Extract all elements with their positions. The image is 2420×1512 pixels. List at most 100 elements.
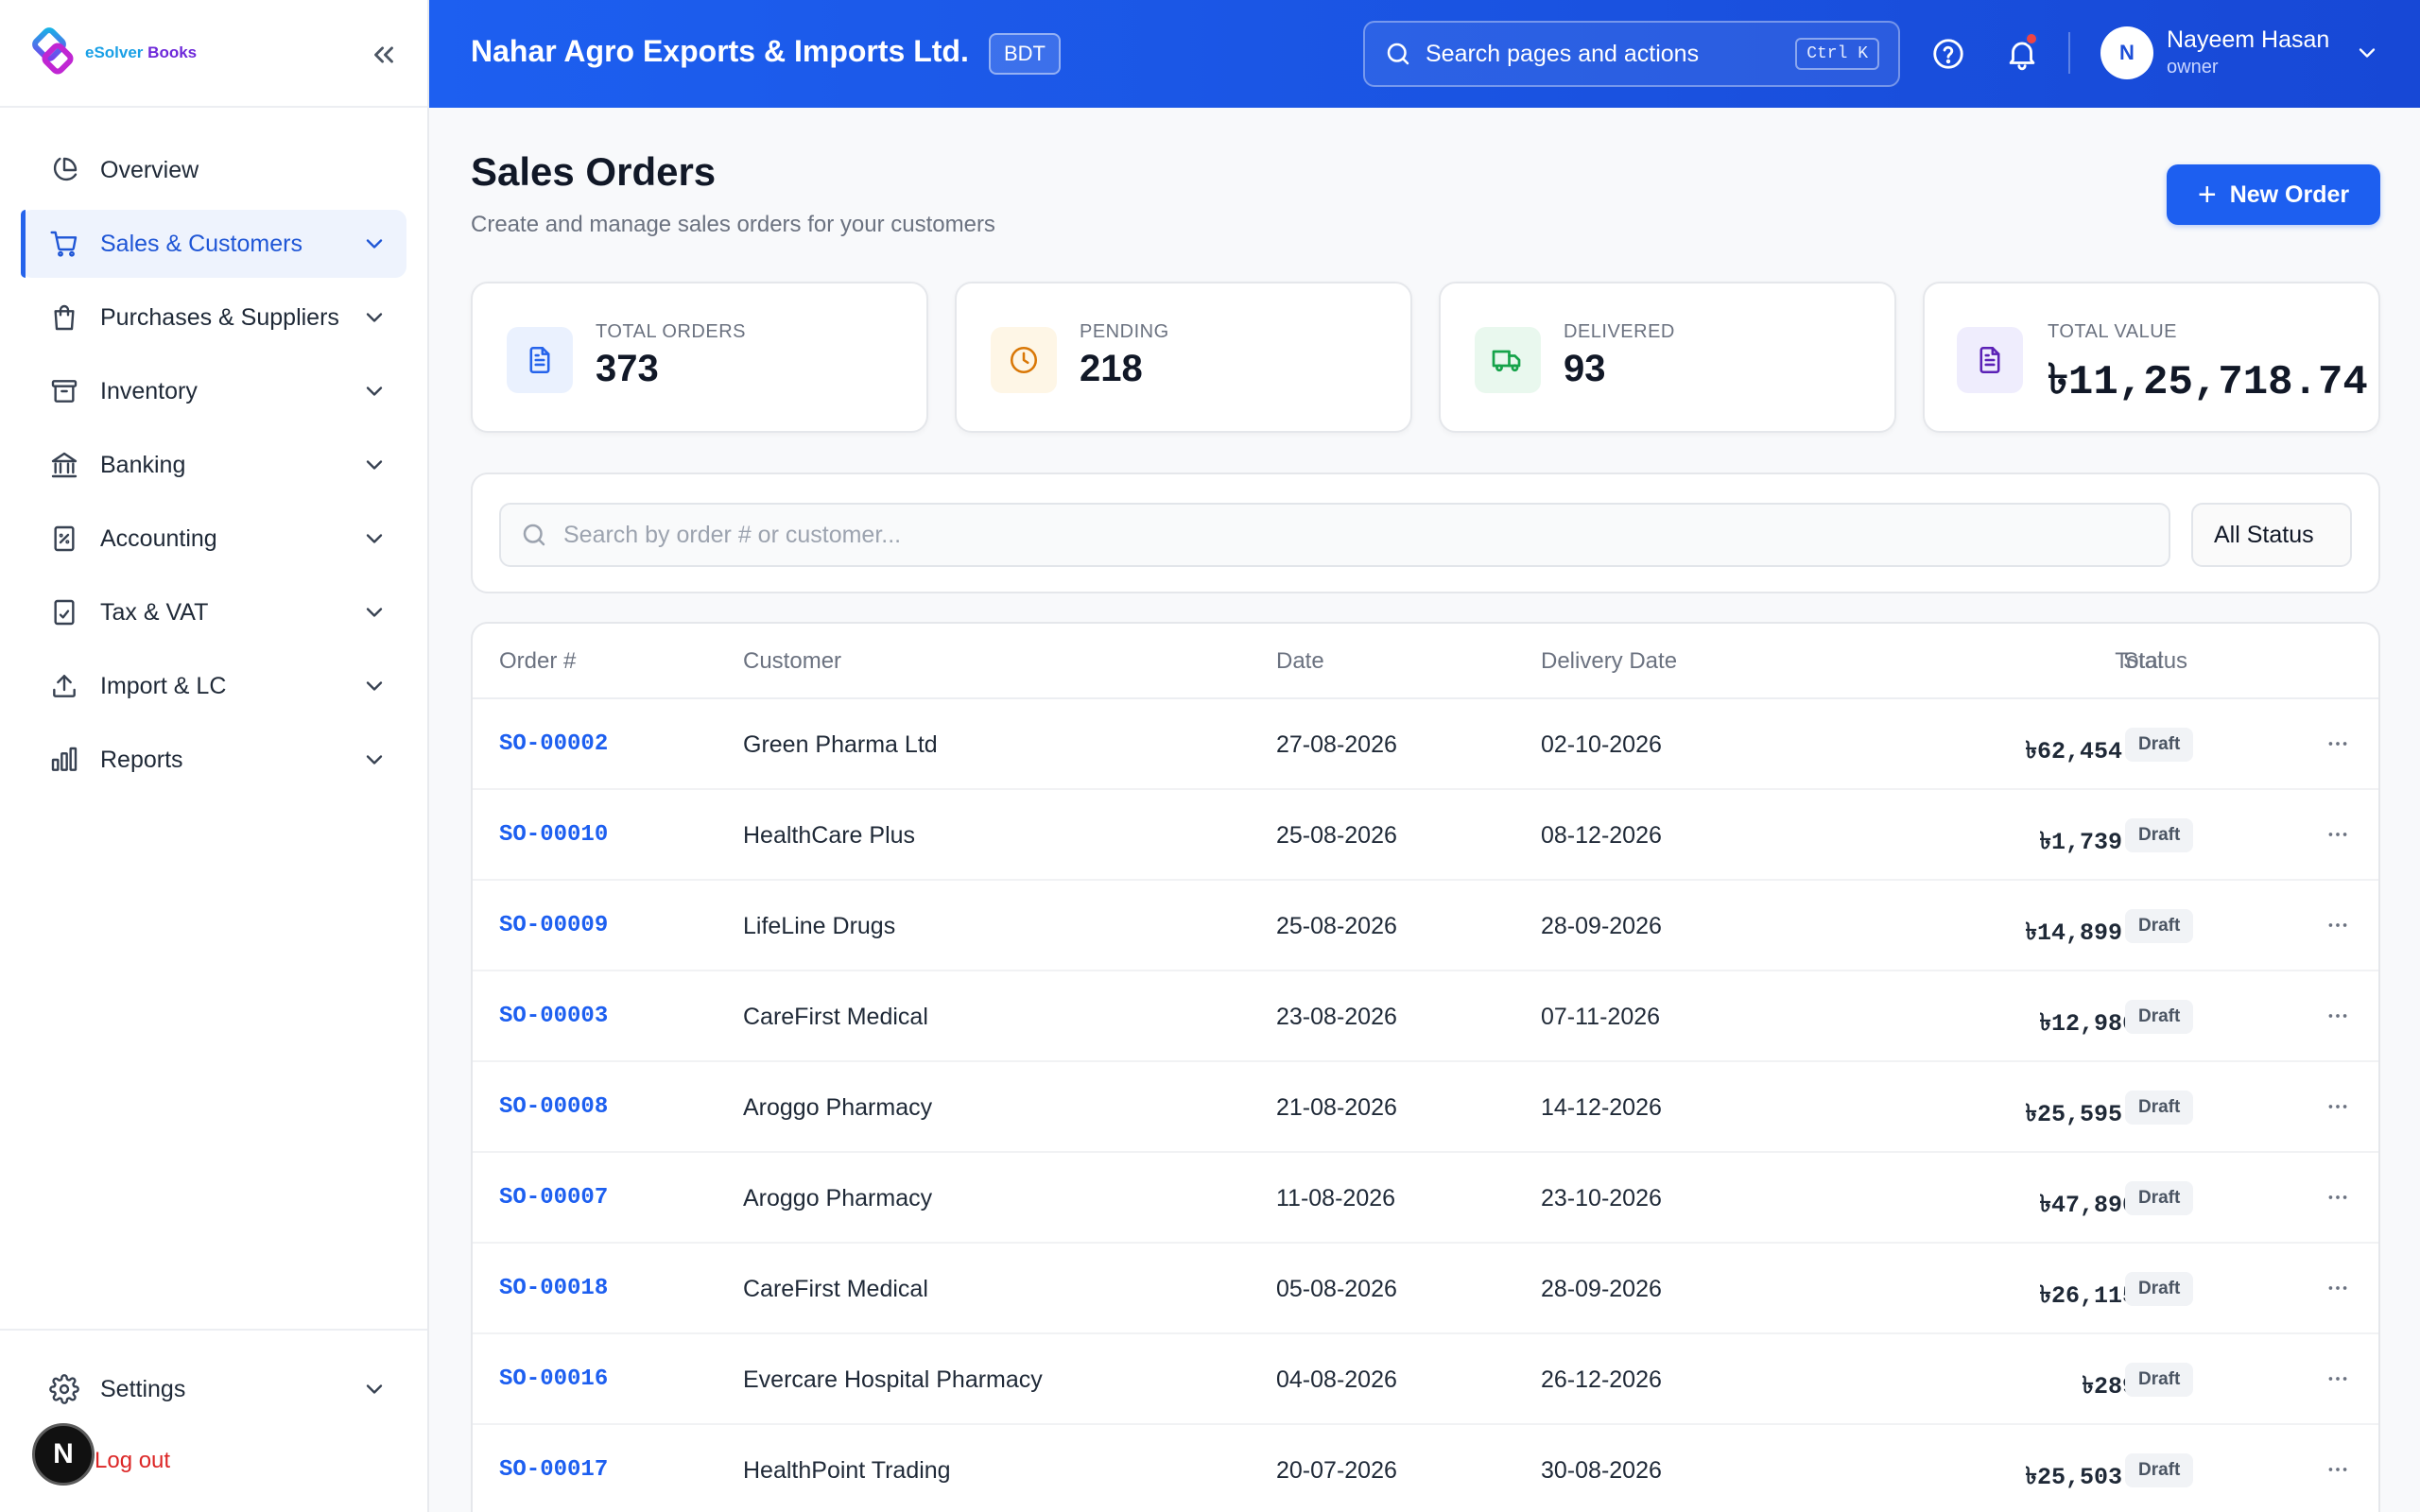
stat-value: 373 [596,348,659,389]
more-actions-icon[interactable] [2322,818,2354,850]
sidebar-item-inventory[interactable]: Inventory [21,357,406,425]
logout-link[interactable]: Log out [95,1448,171,1473]
order-date: 23-08-2026 [1276,1004,1397,1030]
user-name[interactable]: Nayeem Hasan [2167,26,2330,53]
table-row[interactable]: SO-00008 Aroggo Pharmacy 21-08-2026 14-1… [473,1062,2378,1153]
order-number-link[interactable]: SO-00007 [499,1185,609,1211]
status-badge: Draft [2125,1000,2194,1034]
more-actions-icon[interactable] [2322,909,2354,941]
bell-icon[interactable] [2004,36,2040,72]
order-number-link[interactable]: SO-00017 [499,1457,609,1483]
chevron-down-icon [366,460,383,470]
order-number-link[interactable]: SO-00009 [499,913,609,938]
table-row[interactable]: SO-00007 Aroggo Pharmacy 11-08-2026 23-1… [473,1153,2378,1244]
more-actions-icon[interactable] [2322,728,2354,760]
truck-icon [1475,327,1541,393]
global-search-placeholder: Search pages and actions [1426,40,1700,67]
sidebar-item-label: Accounting [100,524,217,552]
table-row[interactable]: SO-00017 HealthPoint Trading 20-07-2026 … [473,1425,2378,1512]
column-header-date[interactable]: Date [1276,648,1324,674]
table-row[interactable]: SO-00010 HealthCare Plus 25-08-2026 08-1… [473,790,2378,881]
more-actions-icon[interactable] [2322,1181,2354,1213]
user-avatar[interactable]: N [2100,26,2153,79]
chevron-down-icon[interactable] [2354,40,2380,66]
upload-icon [47,669,81,703]
more-actions-icon[interactable] [2322,1000,2354,1032]
column-header-delivery-date[interactable]: Delivery Date [1541,648,1678,674]
sidebar-item-banking[interactable]: Banking [21,431,406,499]
sidebar-item-reports[interactable]: Reports [21,726,406,794]
delivery-date: 02-10-2026 [1541,731,1662,758]
customer-name: LifeLine Drugs [743,913,896,939]
more-actions-icon[interactable] [2322,1453,2354,1486]
column-header-order[interactable]: Order # [499,648,577,674]
status-badge: Draft [2125,1181,2194,1215]
sidebar-item-label: Reports [100,746,183,773]
table-row[interactable]: SO-00016 Evercare Hospital Pharmacy 04-0… [473,1334,2378,1425]
table-row[interactable]: SO-00003 CareFirst Medical 23-08-2026 07… [473,971,2378,1062]
sidebar-item-tax-vat[interactable]: Tax & VAT [21,578,406,646]
sidebar-item-overview[interactable]: Overview [21,136,406,204]
brand-name: eSolver Books [85,43,198,61]
cart-icon [47,227,81,261]
chevron-down-icon [366,313,383,322]
sidebar-item-purchases-suppliers[interactable]: Purchases & Suppliers [21,284,406,352]
column-header-status[interactable]: Status [2123,648,2188,674]
sidebar-item-label: Tax & VAT [100,598,209,626]
delivery-date: 07-11-2026 [1541,1004,1661,1030]
order-date: 11-08-2026 [1276,1185,1396,1211]
sidebar-item-sales-customers[interactable]: Sales & Customers [21,210,406,278]
status-filter-select[interactable]: All Status [2191,503,2352,567]
brand[interactable]: eSolver Books [0,0,427,108]
customer-name: HealthCare Plus [743,822,916,849]
chevrons-left-icon [374,46,393,63]
stat-card-pending: PENDING 218 [955,282,1412,433]
page-subtitle: Create and manage sales orders for your … [471,212,995,237]
brand-logo-icon [32,27,74,75]
calculator-icon [47,522,81,556]
column-header-total[interactable]: Total [2115,648,2163,674]
bank-icon [47,448,81,482]
chevron-down-icon [366,239,383,249]
sidebar-item-settings[interactable]: Settings [21,1359,406,1419]
help-icon[interactable] [1930,36,1966,72]
stat-card-total-orders: TOTAL ORDERS 373 [471,282,928,433]
page-title: Sales Orders [471,149,717,194]
customer-name: HealthPoint Trading [743,1457,951,1484]
chevron-down-icon [366,681,383,691]
column-header-customer[interactable]: Customer [743,648,842,674]
delivery-date: 23-10-2026 [1541,1185,1662,1211]
sidebar-footer: Settings Log out N [0,1329,427,1512]
order-number-link[interactable]: SO-00018 [499,1276,609,1301]
table-row[interactable]: SO-00002 Green Pharma Ltd 27-08-2026 02-… [473,699,2378,790]
stat-label: DELIVERED [1564,321,1675,342]
more-actions-icon[interactable] [2322,1091,2354,1123]
order-number-link[interactable]: SO-00008 [499,1094,609,1120]
order-number-link[interactable]: SO-00010 [499,822,609,848]
order-number-link[interactable]: SO-00002 [499,731,609,757]
sidebar-item-import-lc[interactable]: Import & LC [21,652,406,720]
order-search-input[interactable]: Search by order # or customer... [499,503,2170,567]
new-order-label: New Order [2229,180,2350,208]
dev-tools-badge[interactable]: N [32,1423,95,1486]
table-row[interactable]: SO-00018 CareFirst Medical 05-08-2026 28… [473,1244,2378,1334]
more-actions-icon[interactable] [2322,1363,2354,1395]
delivery-date: 08-12-2026 [1541,822,1662,849]
global-search-input[interactable]: Search pages and actions Ctrl K [1363,21,1900,87]
stat-value: 93 [1564,348,1606,389]
customer-name: Aroggo Pharmacy [743,1094,933,1121]
order-number-link[interactable]: SO-00016 [499,1366,609,1392]
more-actions-icon[interactable] [2322,1272,2354,1304]
order-number-link[interactable]: SO-00003 [499,1004,609,1029]
collapse-sidebar-button[interactable] [363,34,405,76]
sidebar-item-label: Inventory [100,377,198,404]
search-icon [1387,43,1409,65]
table-row[interactable]: SO-00009 LifeLine Drugs 25-08-2026 28-09… [473,881,2378,971]
filter-bar: Search by order # or customer... All Sta… [471,472,2380,593]
order-date: 27-08-2026 [1276,731,1397,758]
stat-label: TOTAL ORDERS [596,321,746,342]
new-order-button[interactable]: + New Order [2167,164,2380,225]
sidebar-item-accounting[interactable]: Accounting [21,505,406,573]
sidebar-item-label: Banking [100,451,186,478]
status-badge: Draft [2125,1091,2194,1125]
